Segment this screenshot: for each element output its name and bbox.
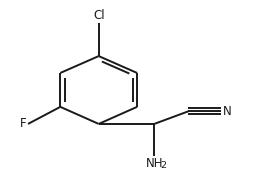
Text: NH: NH [146,158,163,170]
Text: N: N [223,105,232,118]
Text: Cl: Cl [93,9,104,22]
Text: F: F [19,117,26,130]
Text: 2: 2 [160,161,166,170]
